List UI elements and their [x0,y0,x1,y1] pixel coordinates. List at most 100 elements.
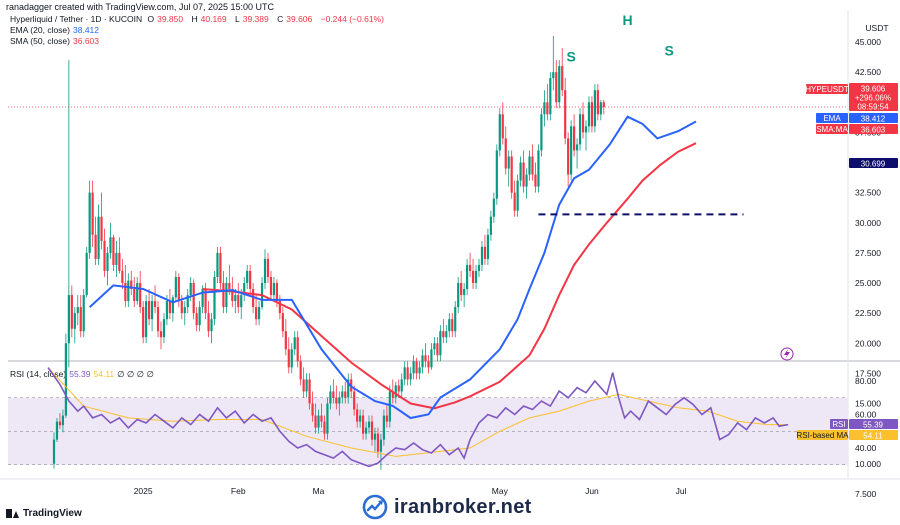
support-tag-value: 30.699 [861,160,886,169]
candle [52,432,56,469]
sma-legend[interactable]: SMA (50, close) 36.603 [10,36,99,46]
candle [596,84,599,121]
candle-body [323,421,326,434]
candle [445,325,448,344]
candle [454,301,457,338]
candle [466,258,469,296]
price-tick: 17.500 [855,368,881,378]
candle [332,379,335,404]
rsi-legend[interactable]: RSI (14, close) 55.39 54.11 ∅ ∅ ∅ ∅ [10,369,154,380]
candle-body [471,270,475,283]
price-tick: 42.500 [855,67,881,77]
candle-body [171,297,174,314]
candle-body [162,319,166,338]
candle-body [510,156,513,193]
candle [370,415,374,446]
candle-body [79,307,82,332]
candle [489,210,492,241]
candle-body [344,391,347,398]
candle [254,295,258,326]
candle [246,264,249,290]
candle [483,234,487,265]
candle [249,264,252,296]
candle-body [359,415,362,422]
candle-body [525,174,528,187]
candle [367,415,371,434]
candle [136,276,139,305]
price-tick: 25.000 [855,278,881,288]
candle-body [254,307,258,320]
candle [388,385,391,428]
candle [385,403,388,428]
candle-body [581,114,585,133]
candle [537,144,540,193]
candle [150,295,154,332]
candle-body [100,216,103,241]
candle [578,108,582,151]
candle-body [210,319,213,332]
rsi-name-tag-text: RSI [832,420,845,429]
ema-legend[interactable]: EMA (20, close) 38.412 [10,25,99,35]
candle-body [76,307,79,314]
candle [457,276,460,314]
candle-body [266,258,270,277]
current-change-pct: +296.06% [855,94,891,103]
candle-body [201,289,204,308]
candle [546,84,549,121]
candle-body [590,102,594,127]
candle [174,270,177,302]
candle [412,355,415,380]
candle-body [575,144,579,151]
candle-body [207,313,210,332]
candle [216,246,219,283]
candle-body [356,409,359,422]
candle-body [376,433,380,452]
candle-body [552,72,555,79]
candle [317,409,320,434]
candle [504,126,507,175]
candle-body [584,126,588,133]
candle-body [189,283,192,296]
candle [379,433,383,470]
candle-body [222,283,225,308]
candle-body [602,102,605,108]
sma-name-tag-text: SMA:MA [816,125,848,134]
candle-body [442,331,445,338]
candle [522,150,525,193]
candle-body [257,307,261,320]
candle-body [373,433,377,440]
candle [145,295,148,344]
candle-body [121,270,124,283]
candle-body [341,391,344,398]
candle-body [445,331,448,338]
candle-body [335,397,338,404]
symbol-legend: Hyperliquid / Tether · 1D · KUCOIN O 39.8… [10,14,387,24]
candle [361,409,365,440]
price-tick: 32.500 [855,188,881,198]
candle-body [159,331,163,338]
candle [436,337,439,362]
candle-body [180,301,183,314]
candle-body [299,361,302,380]
candle [67,60,70,368]
candle [480,240,484,271]
candle [186,289,189,314]
ema-tag-value: 38.412 [861,115,886,124]
rsi-tick: 40.00 [855,443,877,453]
sma-tag [849,124,898,134]
candle-body [486,234,490,259]
candle-body [558,66,561,103]
candle [463,283,466,308]
candle [148,289,151,326]
candle-body [477,264,481,271]
rsi-name-tag [830,419,848,429]
candle [495,144,498,205]
high-label: H [191,14,198,24]
symbol-name[interactable]: Hyperliquid / Tether · 1D · KUCOIN [10,14,143,24]
candle-body [225,283,228,308]
candle-body [272,283,276,296]
candle-body [177,276,180,302]
sma50-line [202,142,697,410]
candle [55,417,59,443]
